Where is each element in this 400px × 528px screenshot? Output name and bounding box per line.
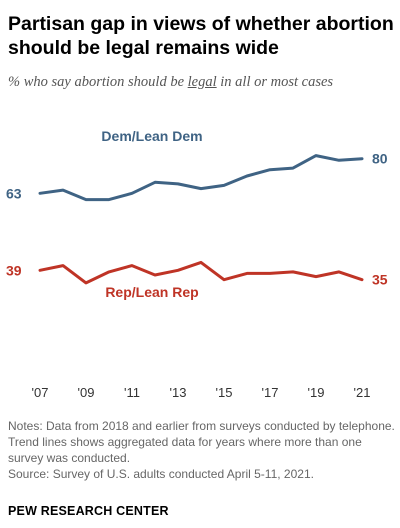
series-name-dem-lean-dem: Dem/Lean Dem [101, 128, 202, 144]
series-name-rep-lean-rep: Rep/Lean Rep [105, 284, 198, 300]
x-tick-label: '11 [124, 385, 140, 400]
footer-credit: PEW RESEARCH CENTER [8, 504, 169, 518]
chart-subtitle: % who say abortion should be legal in al… [8, 73, 396, 91]
series-line-dem-lean-dem [38, 154, 364, 202]
notes: Notes: Data from 2018 and earlier from s… [8, 418, 396, 482]
chart-title: Partisan gap in views of whether abortio… [8, 13, 394, 59]
x-tick-label: '19 [308, 385, 325, 400]
x-tick-label: '09 [78, 385, 95, 400]
start-label-dem-lean-dem: 63 [6, 185, 22, 201]
x-tick-label: '15 [216, 385, 233, 400]
subtitle-before: % who say abortion should be [8, 74, 188, 90]
end-label-rep-lean-rep: 35 [372, 272, 388, 288]
end-label-dem-lean-dem: 80 [372, 151, 388, 167]
x-tick-label: '07 [32, 385, 49, 400]
subtitle-emphasis: legal [187, 74, 217, 90]
x-tick-label: '13 [170, 385, 187, 400]
x-axis: '07 '09 '11 '13 '15 '17 '19 '21 [32, 385, 371, 400]
x-tick-label: '17 [262, 385, 279, 400]
start-label-rep-lean-rep: 39 [6, 262, 22, 278]
notes-text: Notes: Data from 2018 and earlier from s… [8, 419, 395, 465]
series-line-rep-lean-rep [38, 260, 364, 285]
source-text: Source: Survey of U.S. adults conducted … [8, 467, 314, 481]
x-tick-label: '21 [354, 385, 371, 400]
series-layer [38, 154, 364, 285]
subtitle-after: in all or most cases [216, 74, 334, 90]
label-layer: 63 80 Dem/Lean Dem 39 35 Rep/Lean Rep [6, 128, 388, 300]
